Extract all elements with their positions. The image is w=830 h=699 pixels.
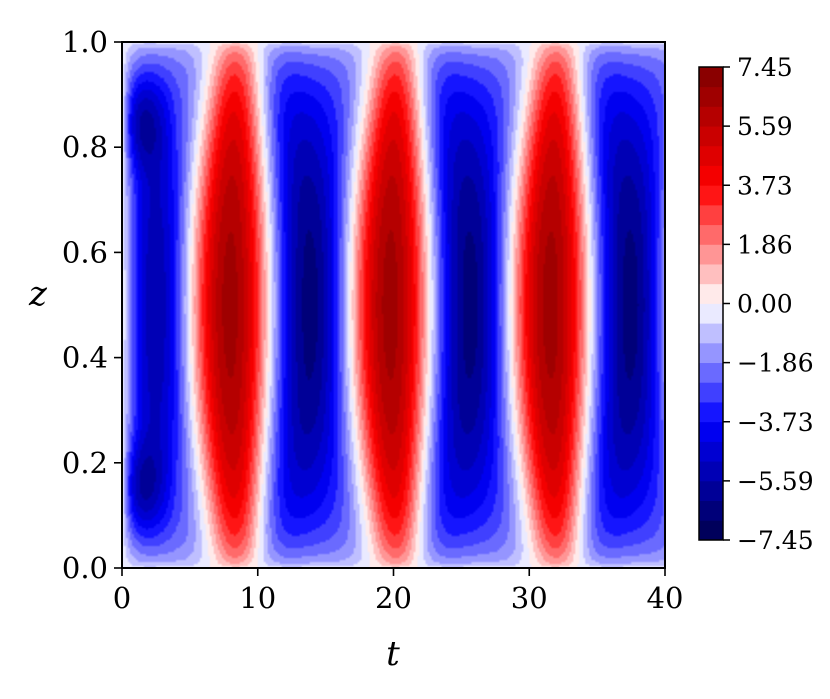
colorbar-tick-label: 0.00 [737, 290, 793, 319]
colorbar-level [699, 67, 723, 88]
colorbar-level [699, 264, 723, 285]
colorbar-level [699, 421, 723, 442]
colorbar-level [699, 303, 723, 324]
plot-area [122, 42, 665, 568]
colorbar-level [699, 224, 723, 245]
colorbar-tick-label: −7.45 [737, 526, 814, 555]
colorbar-level [699, 461, 723, 482]
colorbar-level [699, 165, 723, 186]
colorbar-level [699, 185, 723, 206]
colorbar-level [699, 342, 723, 364]
colorbar-level [699, 500, 723, 521]
x-tick-label: 30 [511, 581, 548, 615]
colorbar-level [699, 106, 723, 127]
colorbar-level [699, 126, 723, 147]
y-axis-title: z [28, 274, 48, 314]
colorbar-tick-label: 1.86 [737, 230, 793, 259]
colorbar-tick-label: −3.73 [737, 408, 814, 437]
x-tick-label: 20 [375, 581, 412, 615]
colorbar-tick-label: −5.59 [737, 467, 814, 496]
colorbar: 7.45 5.59 3.73 1.86 0.00 −1.86 −3.73 −5.59 −7.45 [698, 53, 814, 555]
x-axis-title: t [386, 634, 400, 674]
x-tick-label: 10 [239, 581, 276, 615]
colorbar-tick-label: 3.73 [737, 171, 793, 200]
colorbar-level [699, 283, 723, 304]
colorbar-level [699, 204, 723, 226]
y-tick-label: 0.6 [62, 235, 108, 269]
colorbar-level [699, 362, 723, 383]
colorbar-level [699, 323, 723, 344]
contour-field [122, 42, 665, 568]
y-tick-label: 0.0 [62, 551, 108, 585]
y-axis: 0.0 0.2 0.4 0.6 0.8 1.0 [62, 25, 122, 585]
y-tick-label: 0.8 [62, 130, 108, 164]
colorbar-tick-label: 7.45 [737, 53, 793, 82]
colorbar-level [699, 145, 723, 166]
y-tick-label: 0.4 [62, 341, 108, 375]
colorbar-level [699, 244, 723, 265]
y-tick-label: 0.2 [62, 446, 108, 480]
colorbar-tick-label: −1.86 [737, 349, 814, 378]
colorbar-level [699, 520, 723, 541]
x-tick-label: 0 [113, 581, 131, 615]
colorbar-level [699, 441, 723, 462]
colorbar-level [699, 402, 723, 423]
x-tick-label: 40 [647, 581, 684, 615]
colorbar-level [699, 86, 723, 107]
colorbar-tick-label: 5.59 [737, 112, 793, 141]
y-tick-label: 1.0 [62, 25, 108, 59]
colorbar-level [699, 480, 723, 501]
x-axis: 0 10 20 30 40 [113, 568, 684, 615]
colorbar-level [699, 382, 723, 403]
